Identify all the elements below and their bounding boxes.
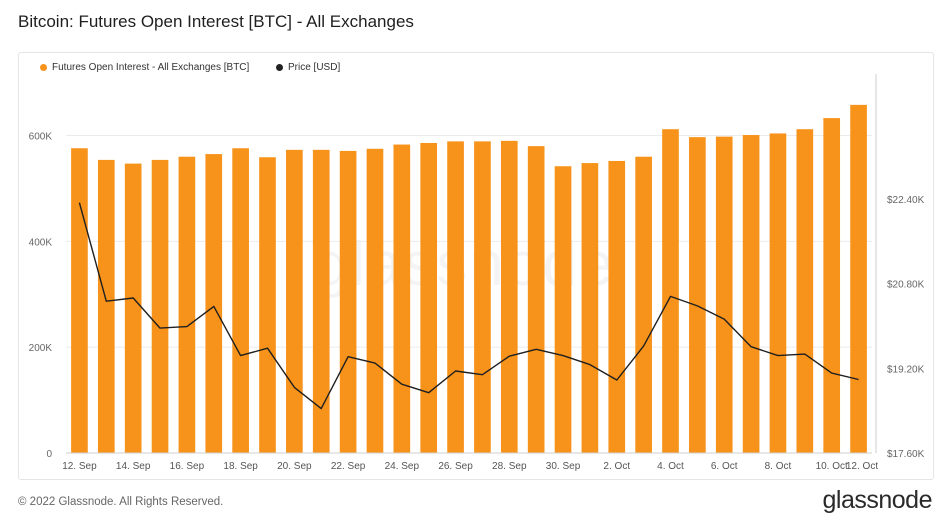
open-interest-bar[interactable] [124,163,142,453]
legend-label-price: Price [USD] [288,62,341,73]
open-interest-bar[interactable] [151,159,169,453]
copyright-text: © 2022 Glassnode. All Rights Reserved. [18,496,224,508]
y-right-tick-label: $19.20K [887,364,925,375]
open-interest-bar[interactable] [259,157,276,453]
x-tick-label: 2. Oct [603,461,630,472]
open-interest-bar[interactable] [554,166,572,453]
open-interest-bar[interactable] [420,142,438,454]
x-tick-label: 16. Sep [170,461,205,472]
y-left-tick-label: 0 [46,449,52,460]
chart-title: Bitcoin: Futures Open Interest [BTC] - A… [18,12,414,31]
open-interest-bar[interactable] [339,150,357,453]
open-interest-bar[interactable] [205,154,223,453]
y-left-tick-label: 200K [29,343,53,354]
x-tick-label: 30. Sep [546,461,581,472]
open-interest-bar[interactable] [500,140,518,453]
open-interest-bar[interactable] [178,156,196,453]
x-tick-label: 4. Oct [657,461,684,472]
open-interest-bar[interactable] [850,104,867,453]
bar-series [71,104,867,454]
open-interest-bar[interactable] [393,144,411,453]
open-interest-bar[interactable] [689,137,706,453]
x-tick-label: 12. Sep [62,461,97,472]
open-interest-bar[interactable] [581,163,599,453]
open-interest-bar[interactable] [447,141,464,453]
y-right-tick-label: $22.40K [887,195,925,206]
y-right-tick-label: $20.80K [887,280,925,291]
x-tick-label: 14. Sep [116,461,151,472]
open-interest-bar[interactable] [742,135,760,453]
open-interest-bar[interactable] [286,149,303,453]
open-interest-bar[interactable] [635,156,652,453]
open-interest-bar[interactable] [796,129,814,453]
open-interest-bar[interactable] [312,149,330,453]
open-interest-bar[interactable] [232,148,249,453]
x-tick-label: 6. Oct [711,461,738,472]
x-tick-label: 26. Sep [438,461,473,472]
x-tick-label: 18. Sep [223,461,258,472]
x-tick-label: 10. Oct [816,461,848,472]
y-left-tick-label: 400K [29,237,53,248]
open-interest-bar[interactable] [97,159,115,453]
open-interest-bar[interactable] [662,129,679,453]
legend-bar-swatch-icon [40,64,47,71]
legend-item-price[interactable]: Price [USD] [276,62,340,73]
x-tick-label: 12. Oct [846,461,878,472]
axes: 0 200K 400K 600K $17.60K $19.20K $20.80K $22.40… [29,74,925,472]
legend-line-swatch-icon [276,64,283,71]
glassnode-logo: glassnode [822,486,933,514]
x-tick-label: 28. Sep [492,461,527,472]
x-tick-label: 8. Oct [765,461,792,472]
open-interest-bar[interactable] [71,148,88,453]
x-tick-label: 20. Sep [277,461,312,472]
open-interest-bar[interactable] [608,160,626,454]
x-tick-label: 24. Sep [385,461,420,472]
open-interest-bar[interactable] [823,118,841,453]
open-interest-bar[interactable] [474,141,491,453]
chart-panel [18,52,934,480]
y-left-tick-label: 600K [29,132,53,143]
open-interest-bar[interactable] [769,133,787,453]
price-line[interactable] [78,202,859,410]
price-line-series [78,202,859,410]
open-interest-bar[interactable] [715,136,733,454]
legend-label-open-interest: Futures Open Interest - All Exchanges [B… [52,62,250,73]
y-right-tick-label: $17.60K [887,449,925,460]
x-tick-label: 22. Sep [331,461,366,472]
open-interest-bar[interactable] [527,146,545,453]
open-interest-bar[interactable] [366,148,384,453]
legend-item-open-interest[interactable]: Futures Open Interest - All Exchanges [B… [40,62,249,73]
